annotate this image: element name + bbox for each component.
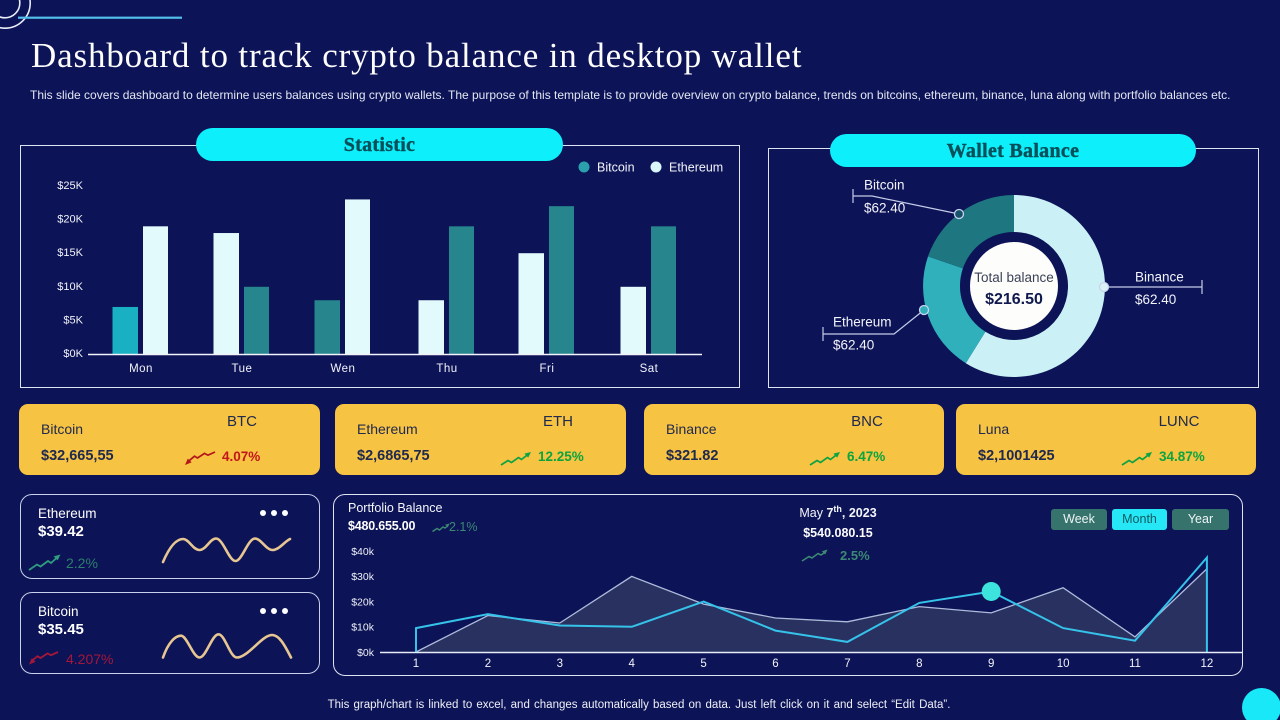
svg-text:2: 2 [485, 658, 491, 670]
svg-text:$216.50: $216.50 [985, 291, 1043, 308]
svg-text:$0k: $0k [357, 647, 375, 659]
svg-text:12: 12 [1201, 658, 1214, 670]
svg-text:6: 6 [772, 658, 778, 670]
svg-text:$40k: $40k [351, 546, 375, 558]
svg-text:11: 11 [1129, 658, 1141, 670]
svg-text:Wen: Wen [331, 363, 356, 375]
svg-text:Total balance: Total balance [974, 270, 1054, 285]
svg-text:Thu: Thu [436, 363, 457, 375]
svg-text:$62.40: $62.40 [1135, 292, 1176, 307]
svg-text:$10K: $10K [57, 281, 83, 293]
svg-text:Fri: Fri [540, 363, 555, 375]
svg-text:$62.40: $62.40 [833, 338, 874, 353]
svg-text:Bitcoin: Bitcoin [597, 161, 635, 175]
svg-text:8: 8 [916, 658, 922, 670]
svg-text:4: 4 [628, 658, 635, 670]
svg-text:$25K: $25K [57, 180, 83, 192]
svg-text:Sat: Sat [640, 363, 659, 375]
svg-text:$62.40: $62.40 [864, 201, 905, 216]
svg-text:Ethereum: Ethereum [833, 315, 892, 330]
svg-text:5: 5 [700, 658, 706, 670]
svg-text:$20k: $20k [351, 596, 375, 608]
svg-text:1: 1 [413, 658, 419, 670]
svg-text:Bitcoin: Bitcoin [864, 178, 905, 193]
svg-text:$10k: $10k [351, 622, 375, 634]
svg-text:10: 10 [1057, 658, 1070, 670]
svg-text:Tue: Tue [232, 363, 253, 375]
svg-text:Ethereum: Ethereum [669, 161, 723, 175]
svg-text:$20K: $20K [57, 214, 83, 226]
svg-text:3: 3 [557, 658, 563, 670]
svg-text:Mon: Mon [129, 363, 153, 375]
svg-text:Binance: Binance [1135, 270, 1184, 285]
svg-text:$0K: $0K [63, 348, 83, 360]
svg-text:9: 9 [988, 658, 994, 670]
svg-text:$30k: $30k [351, 571, 375, 583]
svg-text:$15K: $15K [57, 247, 83, 259]
svg-text:$5K: $5K [63, 314, 83, 326]
svg-text:7: 7 [844, 658, 850, 670]
